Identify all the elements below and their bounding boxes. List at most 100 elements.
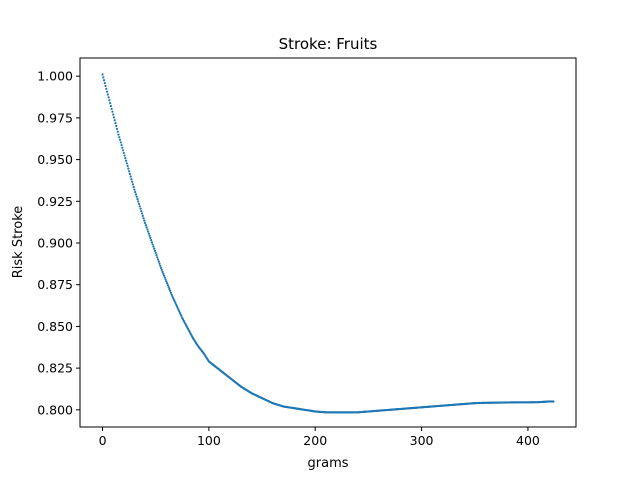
data-point bbox=[162, 274, 166, 277]
data-point bbox=[160, 268, 163, 272]
x-tick-label: 300 bbox=[410, 433, 434, 448]
data-point bbox=[153, 249, 157, 252]
data-point bbox=[112, 116, 116, 119]
y-tick-label: 0.950 bbox=[37, 152, 73, 167]
y-axis-label: Risk Stroke bbox=[11, 206, 26, 279]
data-point bbox=[140, 212, 144, 215]
data-point bbox=[106, 90, 109, 93]
data-point bbox=[152, 245, 155, 248]
data-point bbox=[157, 260, 160, 263]
data-point bbox=[112, 113, 115, 116]
data-point bbox=[109, 104, 112, 108]
data-point bbox=[134, 190, 137, 194]
data-point bbox=[121, 146, 124, 149]
data-point bbox=[102, 79, 106, 82]
data-point bbox=[164, 278, 167, 281]
data-point bbox=[107, 96, 110, 99]
x-tick-label: 200 bbox=[303, 433, 327, 448]
data-point bbox=[108, 99, 111, 102]
data-point bbox=[168, 287, 171, 291]
x-axis-label: grams bbox=[308, 456, 349, 471]
data-point bbox=[145, 226, 148, 229]
data-point bbox=[178, 311, 182, 315]
plot-area bbox=[80, 58, 576, 427]
data-point bbox=[138, 205, 141, 208]
data-point bbox=[552, 400, 555, 403]
data-point bbox=[131, 180, 134, 183]
data-point bbox=[114, 122, 117, 125]
data-point bbox=[147, 230, 150, 233]
data-point bbox=[131, 183, 135, 186]
data-point bbox=[103, 81, 106, 85]
data-point bbox=[128, 172, 131, 175]
data-point bbox=[118, 138, 122, 141]
data-point bbox=[121, 149, 125, 152]
data-point bbox=[169, 291, 173, 294]
y-tick-label: 0.925 bbox=[37, 194, 73, 209]
data-point bbox=[109, 102, 112, 105]
data-point bbox=[150, 241, 154, 244]
data-point bbox=[141, 214, 144, 217]
data-point bbox=[124, 157, 127, 160]
data-point bbox=[137, 200, 140, 203]
data-point bbox=[159, 266, 163, 270]
data-point bbox=[166, 282, 169, 285]
y-tick-label: 0.850 bbox=[37, 319, 73, 334]
data-point bbox=[115, 124, 118, 128]
data-point bbox=[171, 295, 174, 298]
data-point bbox=[170, 293, 173, 296]
y-tick-label: 0.800 bbox=[37, 402, 73, 417]
data-point bbox=[140, 209, 143, 213]
data-series bbox=[101, 73, 555, 414]
data-point bbox=[147, 232, 150, 235]
data-point bbox=[167, 285, 170, 289]
data-point bbox=[156, 258, 160, 261]
data-point bbox=[119, 141, 122, 144]
data-point bbox=[179, 313, 182, 316]
data-point bbox=[158, 262, 161, 265]
data-point bbox=[150, 239, 153, 242]
data-point bbox=[178, 310, 181, 313]
data-point bbox=[172, 296, 175, 300]
data-point bbox=[129, 175, 132, 178]
data-point bbox=[127, 167, 130, 170]
data-point bbox=[172, 298, 176, 301]
x-tick-label: 100 bbox=[197, 433, 221, 448]
data-point bbox=[135, 195, 138, 198]
y-tick-label: 0.975 bbox=[37, 110, 73, 125]
data-point bbox=[104, 84, 107, 88]
y-tick-label: 1.000 bbox=[37, 69, 73, 84]
data-point bbox=[180, 315, 183, 318]
data-point bbox=[120, 143, 123, 147]
data-point bbox=[151, 243, 154, 246]
data-point bbox=[173, 300, 176, 303]
data-point bbox=[122, 151, 125, 155]
data-point bbox=[144, 224, 147, 227]
data-point bbox=[126, 164, 129, 168]
data-point bbox=[165, 280, 168, 283]
data-point bbox=[162, 272, 165, 275]
y-tick-label: 0.825 bbox=[37, 361, 73, 376]
x-tick-label: 0 bbox=[99, 433, 107, 448]
data-point bbox=[146, 228, 149, 231]
data-point bbox=[175, 305, 179, 308]
data-point bbox=[148, 234, 151, 237]
data-point bbox=[143, 219, 146, 222]
data-point bbox=[156, 256, 159, 259]
x-axis: 0 100 200 300 400 bbox=[99, 427, 540, 448]
data-point bbox=[153, 247, 156, 250]
data-point bbox=[139, 207, 142, 210]
data-point bbox=[110, 107, 113, 110]
data-point bbox=[113, 119, 116, 122]
y-tick-label: 0.875 bbox=[37, 277, 73, 292]
data-point bbox=[118, 136, 121, 139]
data-point bbox=[128, 170, 131, 173]
chart-title: Stroke: Fruits bbox=[279, 35, 378, 53]
data-point bbox=[102, 76, 105, 79]
data-point bbox=[133, 188, 136, 191]
y-tick-label: 0.900 bbox=[37, 236, 73, 251]
data-point bbox=[176, 306, 179, 310]
data-point bbox=[130, 178, 133, 181]
data-point bbox=[174, 301, 177, 305]
